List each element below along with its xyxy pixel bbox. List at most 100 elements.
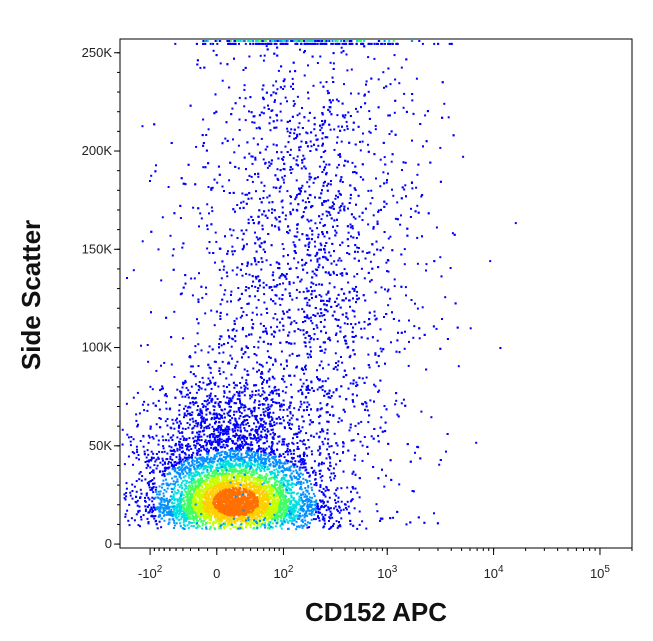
data-point [248,489,251,492]
data-point [207,507,210,510]
data-point [235,480,238,483]
data-point [155,507,158,510]
data-point [189,521,192,524]
data-point [205,493,208,496]
data-point [245,423,248,426]
data-point [192,499,195,502]
data-point [165,401,167,404]
data-point [275,468,278,471]
data-point [229,502,232,505]
data-point [262,390,265,393]
data-point [158,450,161,453]
data-point [291,414,294,417]
data-point [296,511,299,513]
data-point [269,463,272,466]
data-point [288,492,291,495]
data-point [156,493,159,496]
data-point [244,429,247,432]
data-point [346,486,349,489]
data-point [273,501,275,504]
data-point [310,505,313,508]
data-point [243,468,246,471]
data-point [232,452,235,455]
data-point [281,476,283,479]
data-point [172,507,175,510]
data-point [244,480,247,483]
data-point [228,405,231,408]
data-point [226,402,229,405]
data-point [219,503,222,506]
data-point [240,452,243,455]
data-point [129,444,132,447]
data-point [231,515,234,518]
data-point [194,446,197,449]
data-point [233,470,236,473]
data-point [135,513,138,516]
data-point [309,522,311,525]
data-point [261,506,264,509]
data-point [266,497,269,500]
data-point [263,515,266,518]
data-point [181,468,184,471]
data-point [273,515,276,518]
data-point [179,497,182,500]
data-point [179,446,182,449]
data-point [217,516,219,519]
data-point [187,511,190,514]
data-point [280,403,283,406]
data-point [287,521,290,524]
data-point [192,497,195,500]
data-point [239,434,242,437]
data-point [316,502,319,505]
data-point [218,504,221,507]
data-point [221,475,224,478]
data-point [290,417,293,420]
data-point [228,390,231,393]
data-point [244,498,247,501]
data-point [295,483,298,486]
data-point [229,497,232,499]
data-point [269,507,272,510]
data-point [205,427,208,430]
data-point [236,439,239,442]
data-point [260,503,263,506]
data-point [270,449,273,452]
data-point [236,494,239,497]
data-point [299,405,302,408]
data-point [278,440,281,443]
data-point [301,466,304,469]
data-point [190,460,193,463]
data-point [260,459,263,462]
data-point [190,512,193,515]
data-point [243,512,246,515]
data-point [233,501,236,504]
data-point [246,520,248,523]
data-point [200,449,203,452]
data-point [260,465,263,468]
data-point [270,415,273,418]
data-point [242,516,245,519]
data-point [268,368,271,371]
data-point [240,348,243,351]
data-point [248,447,251,450]
data-point [168,471,171,474]
data-point [228,500,231,503]
data-point [169,455,172,458]
data-point [211,513,214,516]
data-point [306,471,309,474]
data-point [243,409,246,412]
data-point [131,490,134,492]
data-point [237,503,240,506]
data-point [230,510,233,513]
data-point [267,409,269,412]
data-point [213,409,216,412]
data-point [196,409,199,412]
data-point [182,472,185,475]
data-point [226,476,229,478]
data-point [326,428,329,431]
data-point [246,490,249,493]
data-point [210,417,213,419]
data-point [149,425,152,428]
data-point [270,428,273,431]
data-point [158,426,161,429]
